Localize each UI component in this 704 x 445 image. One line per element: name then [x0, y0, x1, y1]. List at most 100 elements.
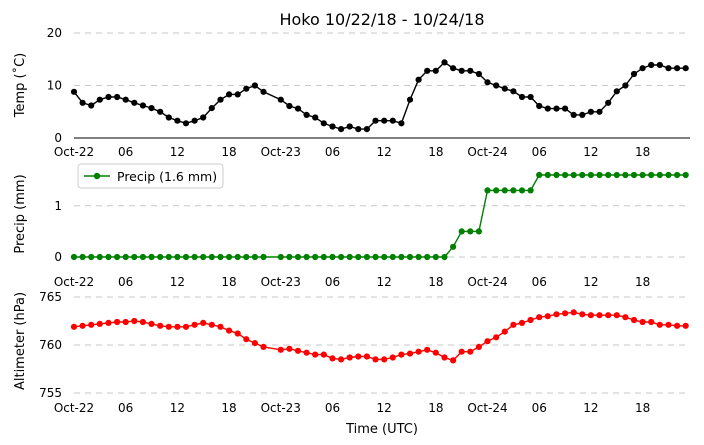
data-point-temperature: [174, 117, 181, 124]
data-point-altimeter: [579, 311, 586, 318]
data-point-precipitation: [441, 253, 448, 261]
data-point-precipitation: [320, 253, 327, 261]
data-point-temperature: [579, 111, 586, 118]
ytick-label-temperature: 20: [47, 26, 62, 40]
data-point-precipitation: [294, 253, 302, 261]
data-point-altimeter: [88, 321, 95, 328]
data-point-temperature: [562, 105, 569, 112]
data-point-precipitation: [518, 187, 526, 194]
xtick-label-temperature: Oct-23: [261, 145, 301, 159]
data-point-altimeter: [174, 323, 181, 330]
ylabel-temperature: Temp (˚C): [12, 53, 28, 119]
data-point-temperature: [312, 114, 319, 121]
data-point-temperature: [243, 85, 250, 92]
ylabel-altimeter: Altimeter (hPa): [13, 292, 28, 390]
data-point-altimeter: [605, 312, 612, 319]
data-point-altimeter: [450, 357, 457, 364]
data-point-precipitation: [605, 171, 612, 179]
data-point-altimeter: [596, 312, 603, 319]
data-point-precipitation: [217, 253, 224, 261]
data-point-temperature: [329, 123, 336, 130]
data-point-temperature: [286, 102, 293, 110]
data-point-temperature: [518, 93, 526, 101]
data-point-temperature: [70, 88, 78, 95]
data-point-precipitation: [260, 253, 267, 261]
data-point-precipitation: [191, 253, 198, 261]
data-point-precipitation: [303, 253, 310, 261]
data-point-precipitation: [165, 253, 172, 261]
data-point-altimeter: [648, 318, 655, 326]
data-point-temperature: [648, 61, 655, 69]
data-point-altimeter: [630, 316, 638, 324]
data-point-temperature: [200, 114, 207, 121]
data-point-altimeter: [536, 314, 543, 321]
data-point-altimeter: [139, 318, 146, 326]
data-point-precipitation: [277, 253, 284, 261]
ytick-label-precipitation: 1: [54, 199, 62, 213]
data-point-temperature: [88, 102, 95, 109]
data-point-precipitation: [70, 253, 78, 261]
data-point-temperature: [234, 91, 241, 98]
xtick-label-precipitation: Oct-24: [467, 275, 507, 289]
data-point-altimeter: [656, 321, 663, 328]
data-point-altimeter: [338, 356, 345, 363]
data-point-precipitation: [406, 253, 414, 261]
data-point-precipitation: [424, 253, 431, 261]
xtick-label-precipitation: 06: [325, 275, 340, 289]
data-point-temperature: [450, 65, 457, 72]
data-point-altimeter: [303, 349, 310, 356]
data-point-altimeter: [458, 348, 465, 355]
data-point-altimeter: [226, 327, 233, 334]
data-point-altimeter: [294, 347, 302, 354]
xtick-label-temperature: 12: [583, 145, 598, 159]
data-point-altimeter: [639, 318, 646, 326]
temperature-panel: 0 10 20 Oct-22 06 12 18 Oct-23 06 12 18 Oct-24 06 12 1…: [47, 26, 690, 159]
data-point-temperature: [630, 70, 638, 78]
data-point-altimeter: [570, 309, 577, 316]
data-point-altimeter: [441, 354, 448, 361]
data-point-precipitation: [346, 253, 353, 261]
xtick-label-altimeter: 06: [118, 401, 133, 415]
data-point-precipitation: [148, 253, 155, 261]
xtick-label-altimeter: Oct-24: [467, 401, 507, 415]
series-line-altimeter: [73, 311, 686, 362]
xtick-label-altimeter: Oct-23: [261, 401, 301, 415]
data-point-temperature: [587, 108, 595, 115]
data-point-precipitation: [329, 253, 336, 261]
data-point-precipitation: [639, 171, 646, 179]
data-point-altimeter: [355, 353, 362, 360]
data-point-temperature: [226, 91, 233, 98]
data-point-precipitation: [475, 228, 482, 235]
xtick-label-altimeter: 12: [170, 401, 185, 415]
data-point-temperature: [458, 67, 465, 74]
data-point-precipitation: [510, 187, 517, 194]
data-point-precipitation: [182, 253, 190, 261]
data-point-temperature: [639, 65, 646, 72]
data-point-precipitation: [674, 171, 681, 179]
ytick-label-altimeter: 765: [39, 290, 62, 304]
data-point-temperature: [79, 99, 86, 106]
xtick-label-altimeter: 06: [532, 401, 547, 415]
data-point-temperature: [467, 67, 474, 74]
data-point-temperature: [484, 79, 491, 86]
data-point-altimeter: [665, 321, 672, 328]
data-point-temperature: [441, 59, 448, 66]
data-point-precipitation: [234, 253, 241, 261]
data-point-temperature: [208, 105, 215, 112]
data-point-precipitation: [139, 253, 146, 261]
data-point-altimeter: [493, 334, 500, 341]
data-point-precipitation: [484, 187, 491, 194]
xtick-label-temperature: Oct-22: [54, 145, 94, 159]
ytick-label-precipitation: 0: [54, 250, 62, 264]
data-point-temperature: [553, 105, 560, 112]
data-point-precipitation: [389, 253, 396, 261]
xtick-label-precipitation: 18: [635, 275, 650, 289]
data-point-altimeter: [424, 346, 431, 353]
data-point-altimeter: [234, 330, 241, 337]
xtick-label-precipitation: 12: [583, 275, 598, 289]
data-point-temperature: [148, 105, 155, 112]
altimeter-panel: 755 760 765 Oct-22 06 12 18 Oct-23 06 12 18 Oct-24 0…: [39, 290, 690, 415]
data-point-altimeter: [96, 320, 103, 327]
data-point-precipitation: [372, 253, 379, 261]
xlabel: Time (UTC): [345, 422, 418, 437]
